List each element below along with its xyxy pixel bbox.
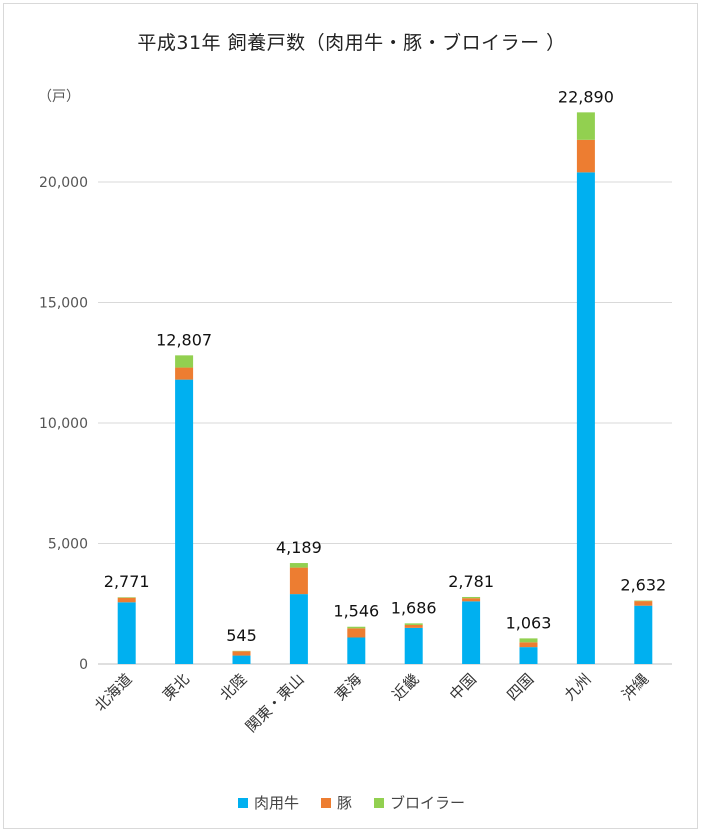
data-label: 1,546 [333,602,379,621]
bar-segment [462,598,481,602]
bar-segment [117,597,136,603]
legend: 肉用牛 豚 ブロイラー [0,792,703,813]
x-tick-label: 近畿 [389,670,423,704]
y-tick-label: 10,000 [39,416,88,432]
bar-segment [175,367,194,380]
bar-segment [117,597,136,598]
bar-segment [117,602,136,664]
bar-segment [404,623,423,625]
bar-segment [289,567,308,595]
bar-segment [289,563,308,568]
x-tick-label: 四国 [503,670,537,704]
bar-segment [462,596,481,599]
bar-segment [175,379,194,664]
bar-segment [462,601,481,664]
y-tick-label: 5,000 [48,537,88,553]
bar-segment [519,642,538,648]
chart-frame [3,3,698,829]
chart-title: 平成31年 飼養戸数（肉用牛・豚・ブロイラー ） [137,32,566,54]
bar-segment [232,651,251,656]
x-tick-label: 中国 [446,670,480,704]
bar-segment [347,637,366,664]
bar-segment [519,647,538,664]
bar-segment [576,139,595,173]
bar-segment [404,624,423,628]
bar-segment [576,172,595,665]
bar-segment [634,605,653,664]
bar-segment [576,112,595,140]
data-label: 1,686 [391,598,437,617]
x-tick-label: 東海 [331,670,365,704]
bar-segment [404,627,423,664]
bar-segment [519,638,538,643]
x-tick-label: 北海道 [91,670,136,715]
bar-segment [175,355,194,368]
legend-item-pig: 豚 [320,792,352,813]
bar-segment [232,655,251,664]
x-tick-label: 東北 [159,670,193,704]
legend-item-beef: 肉用牛 [237,792,299,813]
legend-swatch-beef [237,797,248,808]
legend-label-beef: 肉用牛 [253,794,299,812]
data-label: 2,632 [620,576,666,595]
legend-item-broiler: ブロイラー [374,792,465,813]
bar-segment [347,626,366,629]
x-tick-label: 九州 [561,670,595,704]
y-tick-label: 15,000 [39,296,88,312]
data-label: 1,063 [506,613,552,632]
y-tick-label: 0 [79,657,88,673]
legend-swatch-broiler [374,797,384,808]
data-label: 12,807 [156,330,212,349]
y-tick-label: 20,000 [39,175,88,191]
bar-segment [347,628,366,638]
data-label: 4,189 [276,538,322,557]
x-tick-label: 沖縄 [618,670,652,704]
bar-segment [634,601,653,606]
data-label: 545 [226,626,257,645]
x-tick-label: 関東・東山 [242,670,308,736]
data-label: 2,771 [104,572,150,591]
y-axis-unit-label: （戸） [38,89,80,105]
x-tick-label: 北陸 [216,670,250,704]
bar-segment [289,594,308,664]
data-label: 2,781 [448,572,494,591]
legend-label-pig: 豚 [336,794,352,812]
bar-segment [634,600,653,602]
data-label: 22,890 [558,87,614,106]
legend-swatch-pig [320,797,331,808]
legend-label-broiler: ブロイラー [390,794,466,812]
